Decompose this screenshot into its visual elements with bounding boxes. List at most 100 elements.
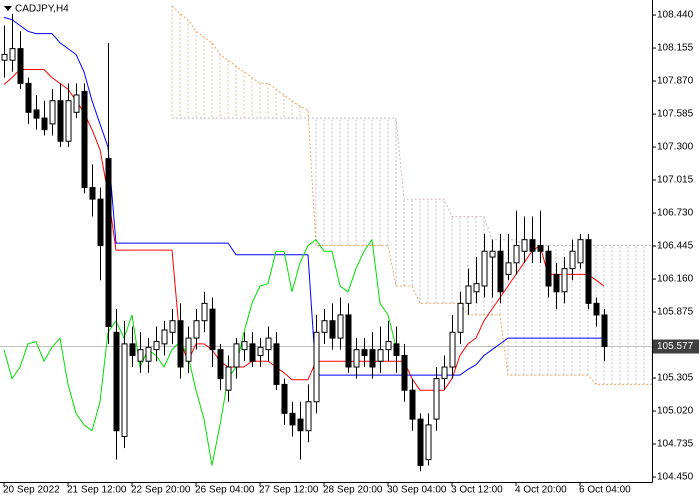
x-tick-label: 28 Sep 20:00: [323, 485, 383, 496]
candle-body: [265, 337, 272, 351]
candle-body: [321, 320, 328, 333]
candle-body: [329, 320, 336, 339]
candle-body: [593, 302, 600, 316]
candle-body: [577, 239, 584, 264]
plot-area: [0, 5, 660, 472]
candle-body: [601, 314, 608, 348]
y-tick-label: 106.730: [657, 208, 694, 219]
candle-body: [257, 346, 264, 356]
y-tick-label: 107.870: [657, 76, 694, 87]
candle-body: [409, 389, 416, 420]
y-tick-label: 108.155: [657, 43, 694, 54]
x-tick-label: 4 Oct 20:00: [515, 485, 567, 496]
candle-body: [449, 331, 456, 368]
candle-body: [217, 349, 224, 380]
candle-body: [553, 273, 560, 293]
candle-body: [465, 285, 472, 304]
candle-body: [89, 187, 96, 200]
menu-triangle[interactable]: [4, 6, 12, 11]
last-price-label: 105.577: [657, 341, 694, 352]
y-tick-label: 107.300: [657, 142, 694, 153]
candle-body: [521, 239, 528, 252]
x-tick-label: 21 Sep 12:00: [67, 485, 127, 496]
candle-body: [233, 343, 240, 368]
candle-body: [337, 314, 344, 339]
candle-body: [137, 349, 144, 362]
candle-body: [161, 329, 168, 345]
candle-body: [41, 117, 48, 131]
candle-body: [505, 262, 512, 275]
candle-body: [353, 349, 360, 368]
candle-body: [441, 366, 448, 380]
candle-body: [209, 308, 216, 351]
candle-body: [289, 412, 296, 426]
candle-body: [17, 48, 24, 84]
y-tick-label: 107.015: [657, 175, 694, 186]
x-tick-label: 26 Sep 04:00: [195, 485, 255, 496]
candle-body: [241, 341, 248, 351]
candle-body: [393, 343, 400, 356]
cloud-span-a: [171, 5, 652, 385]
candle-body: [457, 302, 464, 333]
candle-body: [225, 366, 232, 391]
candle-body: [545, 250, 552, 287]
candle-body: [305, 401, 312, 432]
candle-body: [201, 302, 208, 322]
candle-body: [113, 331, 120, 432]
candle-body: [345, 314, 352, 368]
candle-body: [313, 331, 320, 403]
candle-body: [417, 418, 424, 466]
candle-body: [377, 349, 384, 362]
indicator-line: [3, 69, 605, 391]
candle-body: [425, 424, 432, 461]
y-tick-label: 107.585: [657, 109, 694, 120]
y-tick-label: 106.445: [657, 241, 694, 252]
candle-body: [537, 244, 544, 252]
candle-body: [177, 320, 184, 368]
candle-body: [473, 283, 480, 293]
candle-body: [25, 82, 32, 113]
last-price-box: [653, 339, 699, 354]
x-tick-label: 20 Sep 2022: [3, 485, 60, 496]
y-tick-label: 105.875: [657, 307, 694, 318]
y-tick-label: 108.440: [657, 10, 694, 21]
y-tick-label: 104.735: [657, 439, 694, 450]
x-tick-label: 30 Sep 04:00: [387, 485, 447, 496]
candle-body: [153, 341, 160, 351]
candle-body: [169, 320, 176, 333]
candle-body: [401, 354, 408, 391]
candle-body: [81, 90, 88, 189]
candle-body: [489, 250, 496, 258]
candle-body: [585, 239, 592, 304]
candle-body: [297, 418, 304, 432]
candle-body: [129, 343, 136, 356]
candle-body: [145, 346, 152, 362]
y-tick-label: 105.020: [657, 406, 694, 417]
x-tick-label: 3 Oct 12:00: [451, 485, 503, 496]
candle-body: [49, 100, 56, 125]
candle-body: [561, 268, 568, 293]
candle-body: [249, 343, 256, 362]
candle-body: [529, 239, 536, 252]
symbol-label: CADJPY,H4: [15, 4, 69, 15]
candle-body: [497, 250, 504, 293]
x-tick-label: 27 Sep 12:00: [259, 485, 319, 496]
candle-body: [369, 349, 376, 368]
candle-body: [185, 337, 192, 362]
y-tick-label: 105.305: [657, 373, 694, 384]
candle-body: [97, 198, 104, 246]
candle-body: [281, 383, 288, 414]
candle-body: [569, 250, 576, 270]
candle-body: [193, 320, 200, 339]
x-tick-label: 6 Oct 04:00: [579, 485, 631, 496]
candle-body: [9, 48, 16, 61]
candle-body: [1, 53, 8, 61]
candle-body: [121, 343, 128, 437]
candle-body: [273, 343, 280, 385]
candle-body: [73, 94, 80, 113]
candle-body: [513, 244, 520, 264]
candle-body: [433, 378, 440, 420]
indicator-line: [3, 238, 397, 466]
